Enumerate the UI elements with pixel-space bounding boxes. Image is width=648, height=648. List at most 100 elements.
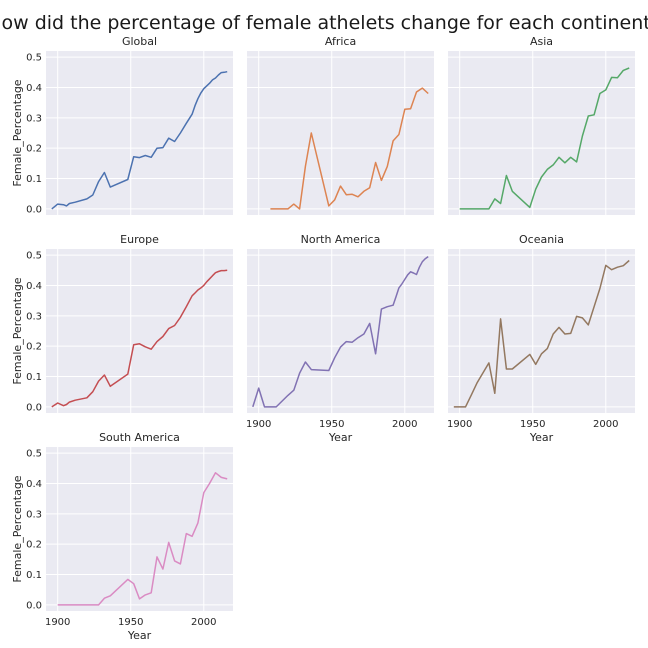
data-point-europe: [202, 284, 205, 287]
data-point-africa: [327, 204, 330, 207]
data-point-global: [85, 197, 88, 200]
data-point-north-america: [400, 282, 403, 285]
data-point-asia: [575, 160, 578, 163]
data-point-africa: [345, 193, 348, 196]
data-point-global: [223, 71, 226, 74]
data-point-global: [205, 84, 208, 87]
data-point-global: [65, 204, 68, 207]
panel-background: [46, 249, 233, 413]
data-point-asia: [540, 176, 543, 179]
data-point-europe: [194, 292, 197, 295]
data-point-south-america: [103, 597, 106, 600]
data-point-oceania: [563, 333, 566, 336]
panel-background: [448, 249, 635, 413]
data-point-global: [91, 193, 94, 196]
y-tick-label: 0.0: [26, 204, 42, 215]
data-point-north-america: [345, 340, 348, 343]
data-point-oceania: [452, 405, 455, 408]
data-point-africa: [374, 161, 377, 164]
data-point-asia: [534, 188, 537, 191]
data-point-oceania: [464, 405, 467, 408]
data-point-north-america: [269, 405, 272, 408]
data-point-north-america: [374, 352, 377, 355]
figure-title: How did the percentage of female athelet…: [0, 12, 648, 34]
data-point-asia: [622, 69, 625, 72]
data-point-asia: [464, 207, 467, 210]
data-point-south-america: [191, 535, 194, 538]
data-point-oceania: [534, 363, 537, 366]
data-point-north-america: [406, 273, 409, 276]
data-point-south-america: [74, 603, 77, 606]
data-point-asia: [604, 88, 607, 91]
panel-south-america: South America 0.0 0.1 0.2 0.3 0.4 0.5 Female_Pe…: [11, 431, 233, 642]
panel-title-asia: Asia: [530, 35, 553, 48]
data-point-north-america: [339, 346, 342, 349]
data-point-oceania: [470, 393, 473, 396]
data-point-oceania: [581, 316, 584, 319]
data-point-europe: [91, 390, 94, 393]
y-tick-label: 0.2: [26, 540, 42, 551]
data-point-global: [199, 91, 202, 94]
data-point-north-america: [418, 266, 421, 269]
data-point-global: [220, 71, 223, 74]
data-point-africa: [304, 165, 307, 168]
data-point-north-america: [251, 405, 254, 408]
data-point-oceania: [487, 361, 490, 364]
y-tick-label: 0.0: [26, 600, 42, 611]
data-point-oceania: [458, 405, 461, 408]
data-point-north-america: [286, 394, 289, 397]
y-tick-label: 0.0: [26, 402, 42, 413]
data-point-asia: [563, 161, 566, 164]
data-point-north-america: [351, 341, 354, 344]
data-point-global: [103, 171, 106, 174]
data-point-oceania: [610, 268, 613, 271]
y-tick-label: 0.2: [26, 342, 42, 353]
data-point-africa: [397, 133, 400, 136]
data-point-asia: [546, 168, 549, 171]
y-tick-label: 0.5: [26, 449, 42, 460]
series-line-asia: [459, 67, 630, 210]
data-point-south-america: [91, 603, 94, 606]
panel-title-global: Global: [122, 35, 157, 48]
data-point-europe: [217, 270, 220, 273]
x-tick-label: 2000: [593, 419, 618, 430]
y-tick-label: 0.5: [26, 251, 42, 262]
panel-title-north-america: North America: [301, 233, 381, 246]
data-point-asia: [628, 67, 631, 70]
y-tick-label: 0.3: [26, 509, 42, 520]
data-point-asia: [593, 113, 596, 116]
data-point-north-america: [409, 270, 412, 273]
data-point-north-america: [257, 387, 260, 390]
data-point-oceania: [575, 315, 578, 318]
data-point-europe: [220, 269, 223, 272]
data-point-global: [62, 203, 65, 206]
data-point-europe: [214, 271, 217, 274]
data-point-europe: [85, 396, 88, 399]
data-point-south-america: [185, 532, 188, 535]
data-point-global: [144, 154, 147, 157]
data-point-europe: [196, 289, 199, 292]
data-point-north-america: [310, 368, 313, 371]
panel-background: [448, 51, 635, 215]
data-point-north-america: [327, 369, 330, 372]
data-point-global: [194, 104, 197, 107]
data-point-global: [211, 78, 214, 81]
y-axis-label: Female_Percentage: [11, 277, 24, 384]
data-point-global: [56, 203, 59, 206]
data-point-europe: [161, 335, 164, 338]
data-point-north-america: [333, 356, 336, 359]
data-point-africa: [357, 195, 360, 198]
data-point-south-america: [214, 471, 217, 474]
data-point-global: [156, 147, 159, 150]
data-point-europe: [179, 316, 182, 319]
data-point-south-america: [220, 476, 223, 479]
data-point-south-america: [132, 582, 135, 585]
data-point-asia: [558, 156, 561, 159]
data-point-europe: [199, 286, 202, 289]
panel-title-africa: Africa: [325, 35, 356, 48]
data-point-oceania: [499, 317, 502, 320]
data-point-north-america: [395, 295, 398, 298]
data-point-europe: [62, 404, 65, 407]
data-point-global: [179, 132, 182, 135]
data-point-africa: [403, 108, 406, 111]
